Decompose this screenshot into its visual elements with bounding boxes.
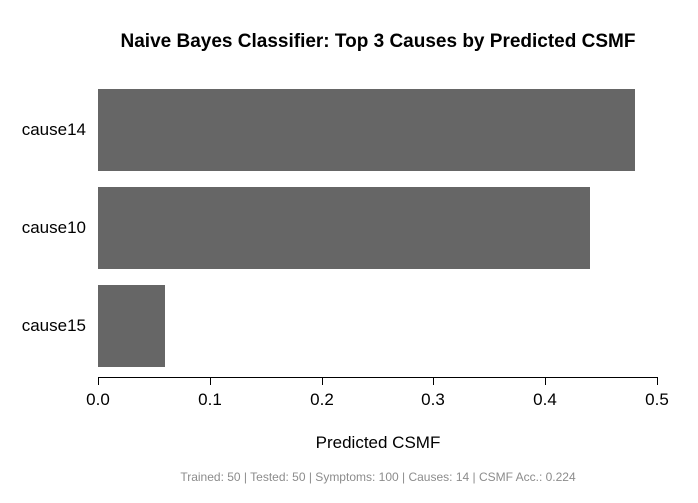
y-axis-label-cause14: cause14 bbox=[21, 120, 86, 139]
x-axis-tick bbox=[433, 377, 434, 385]
x-axis-tick-label: 0.5 bbox=[645, 390, 669, 409]
x-axis-tick bbox=[322, 377, 323, 385]
x-axis-tick-label: 0.3 bbox=[421, 390, 445, 409]
footer-stats: Trained: 50 | Tested: 50 | Symptoms: 100… bbox=[180, 470, 576, 484]
bar-cause15 bbox=[98, 285, 165, 367]
x-axis-title: Predicted CSMF bbox=[315, 433, 441, 452]
x-axis-tick bbox=[210, 377, 211, 385]
x-axis-tick-label: 0.2 bbox=[310, 390, 334, 409]
x-axis-tick-label: 0.4 bbox=[533, 390, 557, 409]
y-axis-label-cause10: cause10 bbox=[21, 218, 86, 237]
x-axis-tick bbox=[98, 377, 99, 385]
x-axis-line bbox=[98, 377, 658, 378]
chart-title: Naive Bayes Classifier: Top 3 Causes by … bbox=[120, 31, 636, 52]
x-axis-tick-label: 0.0 bbox=[86, 390, 110, 409]
bar-cause14 bbox=[98, 89, 635, 171]
y-axis-label-cause15: cause15 bbox=[21, 316, 86, 335]
bar-cause10 bbox=[98, 187, 590, 269]
x-axis-tick bbox=[657, 377, 658, 385]
x-axis-tick-label: 0.1 bbox=[198, 390, 222, 409]
x-axis-tick bbox=[545, 377, 546, 385]
